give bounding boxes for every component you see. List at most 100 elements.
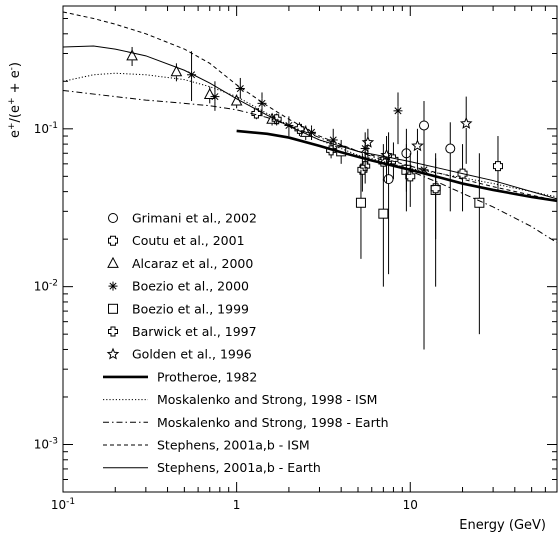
plus-marker-shape <box>271 114 282 125</box>
triangle-marker <box>266 112 278 124</box>
triangle-marker <box>299 125 312 137</box>
legend-label: Boezio et al., 1999 <box>132 301 249 316</box>
plus-marker <box>294 123 305 134</box>
curve-thick <box>236 129 558 203</box>
legend-label: Stephens, 2001a,b - Earth <box>157 460 321 475</box>
y-tick-label: 10-1 <box>34 121 58 136</box>
x-tick-label: 1 <box>233 498 241 512</box>
asterisk-marker-stroke <box>420 166 428 174</box>
star-marker <box>411 139 424 152</box>
star-marker-shape <box>411 139 424 152</box>
plus-marker <box>360 161 371 172</box>
asterisk-marker-stroke <box>236 84 244 93</box>
plus-marker-shape <box>108 326 118 337</box>
asterisk-marker <box>108 281 118 291</box>
legend-label: Barwick et al., 1997 <box>132 324 257 339</box>
asterisk-marker-stroke <box>361 145 369 153</box>
asterisk-marker <box>187 70 197 80</box>
square-marker-shape <box>430 184 441 195</box>
square-marker-shape <box>474 197 485 208</box>
plus-marker <box>251 108 262 119</box>
cross-marker <box>378 156 389 167</box>
model-curves <box>62 11 558 244</box>
legend-label: Golden et al., 1996 <box>132 347 252 362</box>
asterisk-marker <box>210 92 220 102</box>
triangle-marker-shape <box>266 112 278 124</box>
triangle-marker-shape <box>126 49 138 61</box>
cross-marker <box>108 235 118 246</box>
cross-marker-shape <box>378 156 389 167</box>
star-marker <box>106 347 120 360</box>
square-marker-shape <box>336 146 347 157</box>
x-tick-label: 10 <box>403 498 418 512</box>
cross-marker-shape <box>492 161 503 172</box>
cross-marker-shape <box>457 168 468 179</box>
cross-marker-shape <box>405 171 416 182</box>
legend-label: Moskalenko and Strong, 1998 - Earth <box>157 415 389 430</box>
legend-label: Grimani et al., 2002 <box>132 211 257 226</box>
plus-marker-shape <box>294 123 305 134</box>
square-marker-shape <box>108 303 118 314</box>
plus-marker <box>326 145 337 156</box>
asterisk-marker-stroke <box>329 136 337 144</box>
axis-ticks <box>62 6 558 493</box>
triangle-marker <box>107 256 119 268</box>
asterisk-marker-stroke <box>285 121 293 130</box>
legend-label: Coutu et al., 2001 <box>132 233 245 248</box>
svg-text:e+/(e+ + e-): e+/(e+ + e-) <box>7 62 23 138</box>
star-marker <box>380 148 393 161</box>
plus-marker <box>108 326 118 337</box>
curve-solid <box>62 45 558 200</box>
tick-labels: 10-1 1 10 10-1 10-2 10-3 <box>34 121 418 512</box>
asterisk-marker-stroke <box>188 71 196 79</box>
asterisk-marker-stroke <box>394 107 402 115</box>
plus-marker <box>271 114 282 125</box>
square-marker <box>355 197 366 208</box>
asterisk-marker-stroke <box>211 93 219 101</box>
square-marker <box>378 208 389 219</box>
square-marker <box>430 184 441 195</box>
legend: Grimani et al., 2002 Coutu et al., 2001 Al… <box>103 211 389 475</box>
plus-marker-shape <box>360 161 371 172</box>
circle-marker <box>445 143 456 154</box>
data-points <box>126 46 503 350</box>
cross-marker-shape <box>108 235 118 246</box>
plus-marker <box>388 154 399 165</box>
y-tick-label: 10-2 <box>34 279 58 294</box>
legend-label: Moskalenko and Strong, 1998 - ISM <box>157 392 377 407</box>
asterisk-marker <box>307 127 317 137</box>
asterisk-marker-stroke <box>258 99 266 107</box>
asterisk-marker <box>284 120 294 130</box>
curve-dashdot <box>62 89 558 244</box>
curve-dashed <box>62 11 558 202</box>
circle-marker <box>419 120 430 131</box>
plus-marker-shape <box>388 154 399 165</box>
triangle-marker <box>126 49 138 61</box>
asterisk-marker <box>328 135 338 145</box>
plot-frame <box>62 5 558 493</box>
cross-marker <box>492 161 503 172</box>
square-marker-shape <box>355 197 366 208</box>
circle-marker <box>108 213 118 223</box>
cross-marker <box>457 168 468 179</box>
circle-marker-shape <box>445 143 456 154</box>
star-marker <box>361 135 375 148</box>
cross-marker <box>405 171 416 182</box>
y-axis-title: e+/(e+ + e-) <box>7 62 23 138</box>
star-marker-shape <box>380 148 393 161</box>
asterisk-marker <box>419 165 429 175</box>
square-marker <box>401 164 412 175</box>
plus-marker-shape <box>326 145 337 156</box>
square-marker <box>108 303 118 314</box>
square-marker <box>474 197 485 208</box>
star-marker-shape <box>459 116 473 129</box>
circle-marker-shape <box>108 213 118 223</box>
asterisk-marker-stroke <box>109 282 117 290</box>
triangle-marker-shape <box>107 256 119 268</box>
star-marker-shape <box>361 135 375 148</box>
plus-marker-shape <box>251 108 262 119</box>
x-axis-title: Energy (GeV) <box>459 518 546 533</box>
legend-label: Boezio et al., 2000 <box>132 279 249 294</box>
legend-label: Protheroe, 1982 <box>157 369 257 384</box>
